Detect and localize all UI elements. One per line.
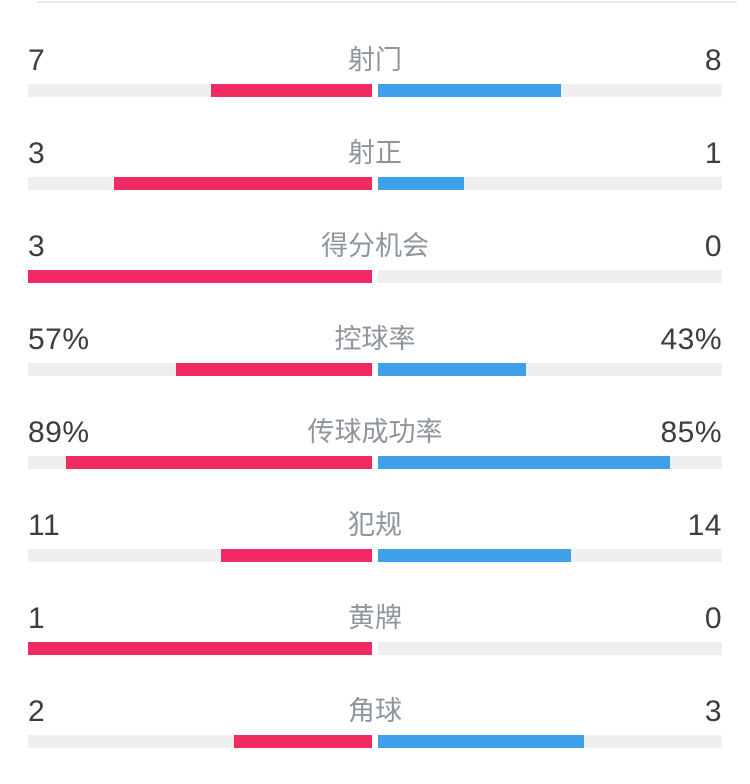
away-value: 85%: [660, 416, 722, 449]
home-value: 3: [28, 230, 46, 263]
home-bar-fill: [234, 735, 372, 748]
away-bar-track: [378, 456, 722, 469]
home-bar-fill: [28, 642, 372, 655]
home-bar-track: [28, 642, 372, 655]
stat-header: 3 得分机会 0: [28, 230, 722, 263]
home-bar-fill: [65, 456, 372, 469]
home-value: 11: [28, 509, 61, 542]
stat-bar: [28, 177, 722, 190]
home-value: 3: [28, 137, 46, 170]
stat-header: 3 射正 1: [28, 137, 722, 170]
stat-bar: [28, 363, 722, 376]
home-bar-track: [28, 549, 372, 562]
stat-label: 传球成功率: [307, 417, 443, 447]
home-bar-track: [28, 363, 372, 376]
stat-row: 3 得分机会 0: [0, 230, 750, 323]
home-bar-track: [28, 735, 372, 748]
stat-header: 57% 控球率 43%: [28, 323, 722, 356]
stat-label: 射门: [348, 45, 402, 75]
home-value: 2: [28, 695, 46, 728]
away-bar-fill: [378, 735, 585, 748]
stat-bar: [28, 549, 722, 562]
home-bar-track: [28, 84, 372, 97]
stat-row: 2 角球 3: [0, 695, 750, 784]
away-value: 3: [704, 695, 722, 728]
stat-row: 1 黄牌 0: [0, 602, 750, 695]
home-value: 7: [28, 44, 46, 77]
stat-label: 角球: [348, 696, 402, 726]
stat-bar: [28, 84, 722, 97]
away-value: 1: [704, 137, 722, 170]
stat-header: 1 黄牌 0: [28, 602, 722, 635]
away-bar-track: [378, 270, 722, 283]
home-bar-track: [28, 177, 372, 190]
stat-bar: [28, 642, 722, 655]
away-bar-fill: [378, 456, 671, 469]
stat-row: 57% 控球率 43%: [0, 323, 750, 416]
away-bar-track: [378, 642, 722, 655]
away-bar-fill: [378, 549, 571, 562]
away-value: 0: [704, 230, 722, 263]
stat-label: 射正: [348, 138, 402, 168]
away-bar-fill: [378, 84, 562, 97]
stat-bar: [28, 456, 722, 469]
stat-row: 3 射正 1: [0, 137, 750, 230]
home-bar-fill: [211, 84, 372, 97]
home-bar-fill: [175, 363, 372, 376]
stat-header: 7 射门 8: [28, 44, 722, 77]
away-bar-track: [378, 177, 722, 190]
stat-header: 2 角球 3: [28, 695, 722, 728]
away-bar-track: [378, 549, 722, 562]
stat-label: 得分机会: [321, 231, 429, 261]
stat-label: 黄牌: [348, 603, 402, 633]
away-bar-track: [378, 735, 722, 748]
top-divider: [37, 1, 737, 3]
away-bar-track: [378, 363, 722, 376]
home-value: 1: [28, 602, 46, 635]
stat-bar: [28, 270, 722, 283]
stat-label: 控球率: [334, 324, 416, 354]
away-value: 43%: [660, 323, 722, 356]
home-bar-track: [28, 456, 372, 469]
home-bar-fill: [114, 177, 372, 190]
stat-row: 89% 传球成功率 85%: [0, 416, 750, 509]
stats-panel: 7 射门 8 3 射正 1 3: [0, 44, 750, 784]
stat-header: 89% 传球成功率 85%: [28, 416, 722, 449]
stat-row: 11 犯规 14: [0, 509, 750, 602]
home-value: 89%: [28, 416, 90, 449]
away-bar-track: [378, 84, 722, 97]
home-bar-fill: [220, 549, 372, 562]
away-value: 8: [704, 44, 722, 77]
away-value: 14: [687, 509, 722, 542]
stat-row: 7 射门 8: [0, 44, 750, 137]
away-bar-fill: [378, 363, 526, 376]
home-bar-fill: [28, 270, 372, 283]
home-bar-track: [28, 270, 372, 283]
stat-label: 犯规: [348, 510, 402, 540]
stat-bar: [28, 735, 722, 748]
away-bar-fill: [378, 177, 464, 190]
away-value: 0: [704, 602, 722, 635]
stat-header: 11 犯规 14: [28, 509, 722, 542]
home-value: 57%: [28, 323, 90, 356]
